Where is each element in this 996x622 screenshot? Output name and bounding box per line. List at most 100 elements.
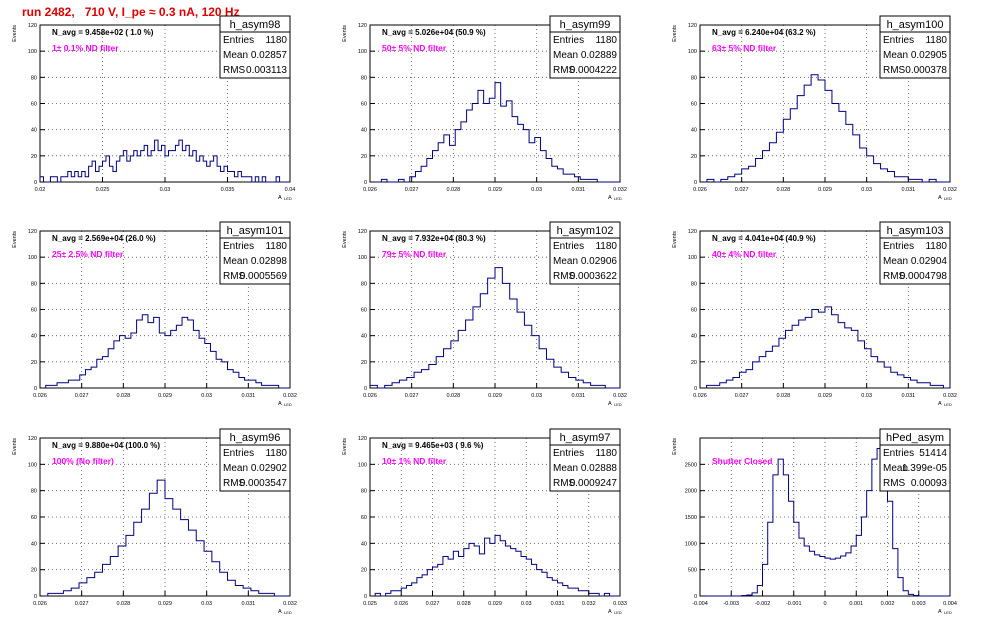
y-tick-label: 80 (31, 489, 37, 495)
y-tick-label: 120 (358, 23, 367, 29)
stats-label: Entries (223, 241, 254, 252)
stats-value: 0.02857 (251, 50, 288, 61)
x-axis-subscript: LED (944, 402, 952, 407)
x-tick-label: 0.032 (582, 601, 596, 607)
x-axis-title: A (938, 609, 942, 615)
stats-box (549, 444, 621, 492)
x-tick-label: 0.031 (901, 187, 915, 193)
stats-label: RMS (553, 478, 576, 489)
x-tick-label: 0.029 (818, 187, 832, 193)
stats-value: 0.02906 (581, 256, 618, 267)
stats-box (549, 237, 621, 285)
stats-label: Mean (223, 256, 248, 267)
x-tick-label: 0.032 (283, 601, 297, 607)
stats-value: 0.02904 (911, 256, 948, 267)
filter-label: 25± 2.5% ND filter (52, 249, 124, 259)
x-tick-label: 0.03 (521, 601, 532, 607)
x-tick-label: 0.026 (363, 187, 377, 193)
stats-title: h_asym101 (227, 225, 284, 237)
histogram-line (370, 82, 620, 183)
stats-value: 0.00093 (911, 478, 948, 489)
stats-label: Entries (553, 35, 584, 46)
x-tick-label: 0.028 (446, 187, 460, 193)
y-tick-label: 80 (361, 489, 367, 495)
x-axis-subscript: LED (284, 402, 292, 407)
filter-label: 40± 4% ND filter (712, 249, 777, 259)
navg-label: N_avg = 9.458e+02 ( 1.0 %) (52, 28, 154, 37)
navg-label: N_avg = 2.569e+04 (26.0 %) (52, 234, 156, 243)
x-axis-subscript: LED (284, 196, 292, 201)
x-tick-label: 0.002 (881, 601, 895, 607)
stats-value: 1180 (595, 35, 617, 46)
histogram-line (369, 267, 620, 389)
stats-value: 1180 (265, 241, 287, 252)
x-tick-label: 0.029 (488, 187, 502, 193)
x-tick-label: 0.027 (75, 393, 89, 399)
stats-title: h_asym98 (230, 19, 281, 31)
y-tick-label: 60 (31, 102, 37, 108)
x-tick-label: 0.032 (613, 393, 627, 399)
y-axis-title: Events (12, 438, 18, 455)
x-tick-label: -0.001 (786, 601, 802, 607)
stats-value: 1180 (265, 35, 287, 46)
stats-value: 1180 (265, 448, 287, 459)
x-tick-label: 0.035 (221, 187, 235, 193)
x-tick-label: 0.026 (693, 393, 707, 399)
y-axis-title: Events (12, 25, 18, 42)
stats-value: 0.0004798 (900, 271, 948, 282)
y-tick-label: 60 (31, 308, 37, 314)
stats-value: 0.02905 (911, 50, 948, 61)
y-tick-label: 120 (28, 229, 37, 235)
navg-label: N_avg = 9.465e+03 ( 9.6 %) (382, 441, 484, 450)
y-tick-label: 40 (691, 334, 697, 340)
x-tick-label: 0.03 (861, 393, 872, 399)
histogram-panel-h_asym102: 0.026 0.027 0.028 0.029 0.03 0.031 0.032 0 20 40 6… (342, 221, 627, 407)
histogram-panel-h_asym100: 0.026 0.027 0.028 0.029 0.03 0.031 0.032 0 20 40 6… (672, 15, 957, 201)
y-tick-label: 120 (688, 229, 697, 235)
y-tick-label: 100 (28, 49, 37, 55)
histogram-panel-h_asym98: 0.02 0.025 0.03 0.035 0.04 0 20 40 60 80 100 120 Eve… (12, 15, 295, 201)
stats-title: h_asym100 (887, 19, 944, 31)
y-tick-label: 120 (688, 23, 697, 29)
histogram-panel-h_asym101: 0.026 0.027 0.028 0.029 0.03 0.031 0.032 0 20 40 6… (12, 221, 297, 407)
x-axis-title: A (608, 401, 612, 407)
x-axis-subscript: LED (614, 402, 622, 407)
x-tick-label: 0.031 (571, 393, 585, 399)
x-tick-label: 0.031 (551, 601, 565, 607)
stats-title: h_asym99 (560, 19, 611, 31)
y-tick-label: 40 (361, 128, 367, 134)
x-tick-label: 0.031 (241, 393, 255, 399)
stats-title: h_asym97 (560, 432, 611, 444)
x-tick-label: 0.029 (488, 393, 502, 399)
y-tick-label: 80 (361, 75, 367, 81)
y-tick-label: 60 (31, 515, 37, 521)
y-tick-label: 40 (31, 334, 37, 340)
stats-title: h_asym103 (887, 225, 944, 237)
x-tick-label: 0.032 (943, 393, 957, 399)
x-tick-label: 0.032 (943, 187, 957, 193)
histogram-line (700, 448, 950, 597)
stats-box (879, 31, 951, 79)
stats-label: RMS (223, 478, 246, 489)
x-tick-label: 0.004 (943, 601, 957, 607)
histogram-line (40, 479, 290, 597)
x-tick-label: 0.026 (693, 187, 707, 193)
y-tick-label: 60 (361, 515, 367, 521)
stats-value: 0.0003547 (240, 478, 288, 489)
stats-value: 0.0004222 (570, 65, 618, 76)
y-tick-label: 100 (358, 462, 367, 468)
stats-label: Entries (883, 35, 914, 46)
y-tick-label: 100 (28, 255, 37, 261)
stats-value: 0.000378 (905, 65, 947, 76)
y-tick-label: 100 (358, 255, 367, 261)
x-tick-label: 0.028 (446, 393, 460, 399)
y-tick-label: 80 (691, 281, 697, 287)
navg-label: N_avg = 6.240e+04 (63.2 %) (712, 28, 816, 37)
y-tick-label: 60 (691, 308, 697, 314)
stats-label: Mean (883, 463, 908, 474)
y-tick-label: 40 (361, 334, 367, 340)
stats-label: RMS (223, 65, 246, 76)
y-tick-label: 20 (361, 154, 367, 160)
x-tick-label: 0.03 (201, 601, 212, 607)
x-tick-label: -0.002 (755, 601, 771, 607)
